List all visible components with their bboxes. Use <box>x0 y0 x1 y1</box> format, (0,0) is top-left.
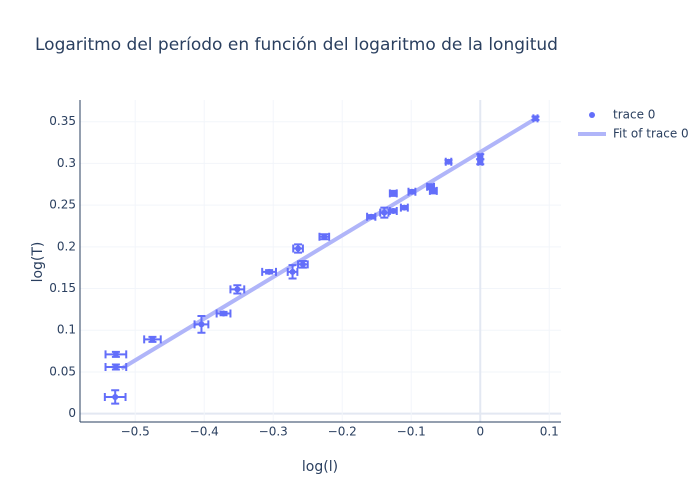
x-tick-label: 0 <box>476 425 484 439</box>
fit-line <box>120 115 539 371</box>
y-tick-label: 0 <box>68 406 76 420</box>
point <box>220 310 227 317</box>
x-tick-label: −0.1 <box>397 425 426 439</box>
x-tick-label: 0.1 <box>540 425 559 439</box>
point <box>381 209 388 216</box>
point <box>295 245 302 252</box>
point <box>198 321 205 328</box>
y-tick-label: 0.25 <box>49 198 76 212</box>
y-tick-label: 0.3 <box>57 156 76 170</box>
y-tick-label: 0.35 <box>49 114 76 128</box>
point <box>321 233 328 240</box>
point <box>390 190 397 197</box>
y-tick-label: 0.15 <box>49 281 76 295</box>
point <box>289 268 296 275</box>
legend-marker <box>589 112 595 118</box>
point <box>234 286 241 293</box>
point <box>408 188 415 195</box>
point <box>266 268 273 275</box>
y-tick-label: 0.05 <box>49 364 76 378</box>
legend-label: trace 0 <box>613 108 655 122</box>
x-axis-title: log(l) <box>302 459 338 475</box>
point <box>390 207 397 214</box>
y-tick-label: 0.2 <box>57 239 76 253</box>
point <box>430 187 437 194</box>
y-tick-label: 0.1 <box>57 323 76 337</box>
x-tick-label: −0.2 <box>328 425 357 439</box>
point <box>532 115 539 122</box>
point <box>149 336 156 343</box>
point <box>401 204 408 211</box>
point <box>299 261 306 268</box>
point <box>368 213 375 220</box>
point <box>112 363 119 370</box>
point <box>112 393 119 400</box>
x-tick-label: −0.4 <box>190 425 219 439</box>
legend-label: Fit of trace 0 <box>613 127 689 141</box>
x-tick-label: −0.3 <box>259 425 288 439</box>
chart-title: Logaritmo del período en función del log… <box>35 35 558 55</box>
y-axis-title: log(T) <box>30 242 46 283</box>
point <box>112 351 119 358</box>
point <box>445 158 452 165</box>
point <box>477 158 484 165</box>
x-tick-label: −0.5 <box>121 425 150 439</box>
